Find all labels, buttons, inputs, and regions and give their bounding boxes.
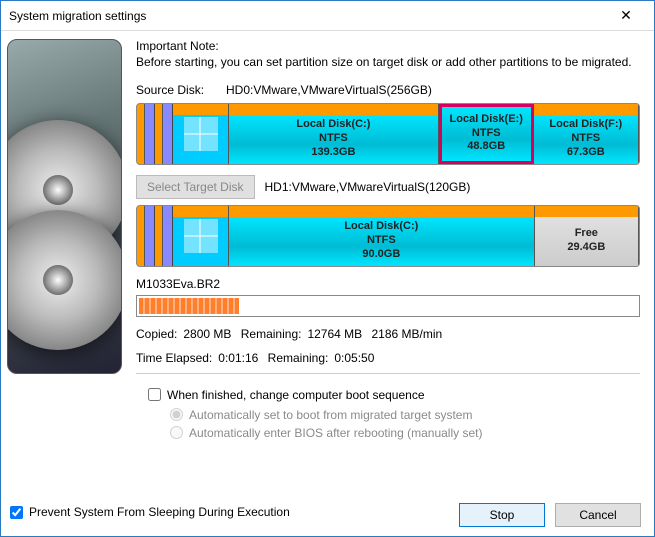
radio-bios: Automatically enter BIOS after rebooting… [170,426,640,440]
finish-checkbox-label: When finished, change computer boot sequ… [167,388,425,402]
partition[interactable]: Free29.4GB [535,206,639,266]
current-file-label: M1033Eva.BR2 [136,277,640,291]
source-disk-value: HD0:VMware,VMwareVirtualS(256GB) [226,83,432,97]
finish-checkbox-row[interactable]: When finished, change computer boot sequ… [148,388,640,402]
content-area: Important Note: Before starting, you can… [128,31,654,536]
select-target-button[interactable]: Select Target Disk [136,175,255,199]
window-title: System migration settings [9,9,606,23]
divider [136,373,640,374]
radio-auto-boot-input [170,408,183,421]
partition[interactable]: Local Disk(C:)NTFS139.3GB [229,104,439,164]
target-disk-value: HD1:VMware,VMwareVirtualS(120GB) [265,180,471,194]
progress-fill [139,298,239,314]
source-disk-bar[interactable]: Local Disk(C:)NTFS139.3GBLocal Disk(E:)N… [136,103,640,165]
note-title: Important Note: [136,39,640,53]
stats-line-1: Copied:2800 MB Remaining:12764 MB 2186 M… [136,325,640,343]
target-disk-bar[interactable]: Local Disk(C:)NTFS90.0GBFree29.4GB [136,205,640,267]
prevent-sleep-checkbox[interactable] [10,506,23,519]
titlebar: System migration settings ✕ [1,1,654,31]
close-icon[interactable]: ✕ [606,2,646,30]
radio-bios-input [170,426,183,439]
hdd-illustration: DISKGENIUS [7,39,122,374]
stats-line-2: Time Elapsed:0:01:16 Remaining:0:05:50 [136,349,640,367]
prevent-sleep-label: Prevent System From Sleeping During Exec… [29,505,290,519]
progress-bar [136,295,640,317]
cancel-button[interactable]: Cancel [555,503,641,527]
windows-logo-icon [173,104,229,164]
prevent-sleep-row[interactable]: Prevent System From Sleeping During Exec… [10,505,290,519]
stop-button[interactable]: Stop [459,503,545,527]
note-body: Before starting, you can set partition s… [136,55,640,71]
windows-logo-icon [173,206,229,266]
radio-auto-boot: Automatically set to boot from migrated … [170,408,640,422]
partition[interactable]: Local Disk(C:)NTFS90.0GB [229,206,535,266]
source-disk-label: Source Disk: [136,83,214,97]
partition[interactable]: Local Disk(F:)NTFS67.3GB [534,104,639,164]
finish-checkbox[interactable] [148,388,161,401]
partition[interactable]: Local Disk(E:)NTFS48.8GB [439,104,534,164]
sidebar: DISKGENIUS [1,31,128,536]
